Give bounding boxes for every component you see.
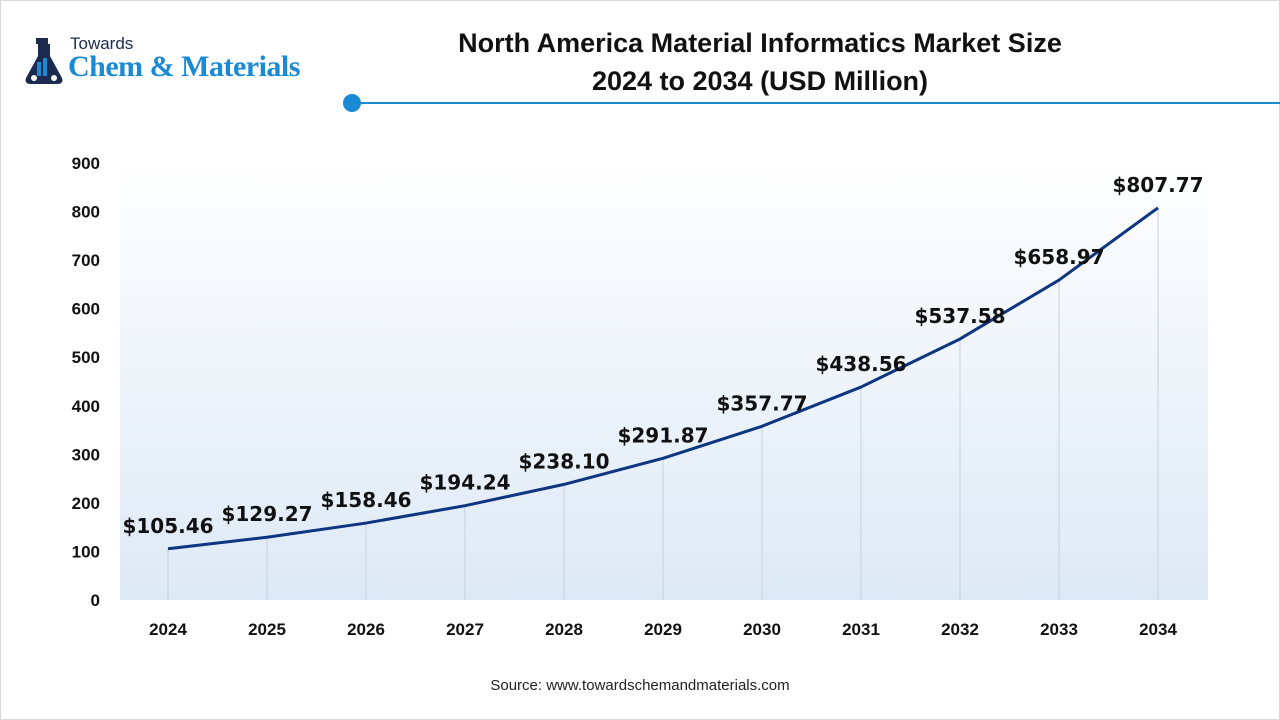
y-tick-label: 600 [72,300,100,319]
y-tick-label: 900 [72,154,100,173]
x-tick-label: 2028 [545,620,583,639]
y-tick-label: 300 [72,445,100,464]
x-tick-label: 2024 [149,620,187,639]
data-label: $658.97 [1013,245,1104,269]
data-label: $537.58 [914,304,1005,328]
x-tick-label: 2032 [941,620,979,639]
y-tick-label: 500 [72,348,100,367]
y-tick-label: 400 [72,397,100,416]
series-line [167,206,1159,551]
y-tick-label: 0 [91,591,100,610]
source-note: Source: www.towardschemandmaterials.com [490,677,790,694]
title-rule [352,102,1280,104]
plot-area [120,160,1208,600]
chart-title: North America Material Informatics Marke… [380,24,1140,100]
data-label: $291.87 [617,423,708,447]
x-tick-label: 2030 [743,620,781,639]
title-line2: 2024 to 2034 (USD Million) [591,66,929,96]
data-label: $357.77 [716,391,807,415]
y-tick-label: 200 [72,494,100,513]
title-line1: North America Material Informatics Marke… [458,28,1062,58]
logo-line2: Chem & Materials [68,50,300,83]
data-label: $807.77 [1112,173,1203,197]
x-tick-label: 2025 [248,620,286,639]
x-tick-label: 2033 [1040,620,1078,639]
data-label: $238.10 [518,449,609,473]
y-tick-label: 700 [72,251,100,270]
data-label: $105.46 [122,514,213,538]
y-tick-label: 100 [72,542,100,561]
x-tick-label: 2027 [446,620,484,639]
y-tick-label: 800 [72,203,100,222]
logo: Towards Chem & Materials [22,32,342,88]
logo-line1: Towards [70,34,134,53]
x-tick-label: 2031 [842,620,880,639]
data-label: $158.46 [320,488,411,512]
rule-dot [343,94,361,112]
x-tick-label: 2029 [644,620,682,639]
data-label: $194.24 [419,471,510,495]
x-tick-label: 2026 [347,620,385,639]
x-tick-label: 2034 [1139,620,1177,639]
data-label: $129.27 [221,502,312,526]
flask-icon [25,38,63,84]
data-label: $438.56 [815,352,906,376]
